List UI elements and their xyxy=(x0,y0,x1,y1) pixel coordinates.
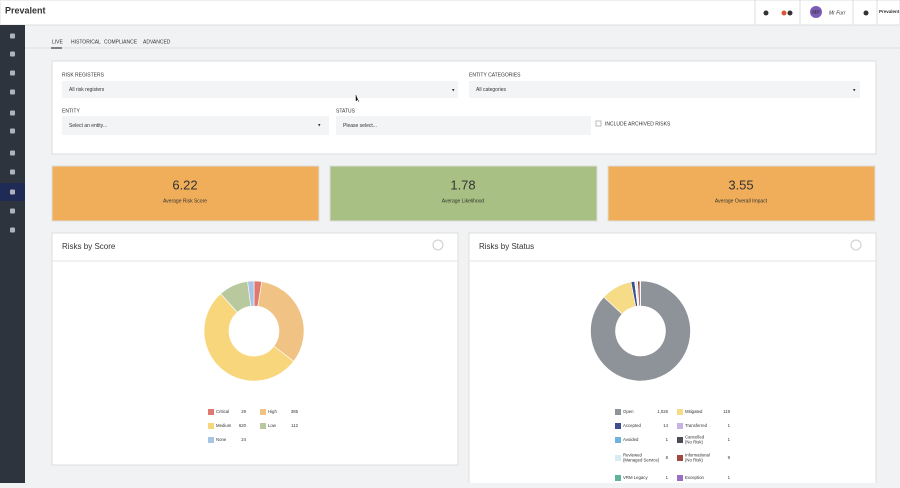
nav-icon[interactable] xyxy=(10,190,15,195)
filter-label: ENTITY CATEGORIES xyxy=(469,72,521,78)
legend-swatch xyxy=(208,437,214,443)
legend-swatch xyxy=(208,409,214,415)
gear-icon[interactable] xyxy=(864,11,869,16)
legend-swatch xyxy=(677,409,683,415)
select-value: All risk registers xyxy=(69,87,105,93)
legend-value: 620 xyxy=(239,423,247,428)
filter-label: RISK REGISTERS xyxy=(62,72,105,78)
legend-label: Medium xyxy=(216,423,232,428)
legend-label: Mitigated xyxy=(685,409,703,414)
legend-label: Transferred xyxy=(685,423,708,428)
archived-label: INCLUDE ARCHIVED RISKS xyxy=(605,121,671,127)
legend-label: Cancelled(No Risk) xyxy=(685,435,705,445)
tab[interactable]: HISTORICAL xyxy=(71,39,101,45)
legend-swatch xyxy=(208,423,214,429)
notification-badge[interactable] xyxy=(782,11,787,16)
avatar-initials: MP xyxy=(812,10,820,16)
legend-swatch xyxy=(677,423,683,429)
legend-label: Low xyxy=(268,423,277,428)
risk-registers-select[interactable] xyxy=(62,81,458,98)
tab[interactable]: COMPLIANCE xyxy=(104,39,138,45)
legend-swatch xyxy=(615,455,621,461)
nav-icon[interactable] xyxy=(10,52,15,57)
select-value: All categories xyxy=(476,87,507,93)
select-placeholder: Please select... xyxy=(343,123,377,129)
kpi-label: Average Likelihood xyxy=(442,198,485,204)
legend-swatch xyxy=(677,437,683,443)
kpi-card xyxy=(52,166,319,221)
legend-swatch xyxy=(677,455,683,461)
chart-title: Risks by Score xyxy=(62,242,116,251)
legend-label: Exception xyxy=(685,475,704,480)
export-button[interactable] xyxy=(851,240,861,250)
legend-label: High xyxy=(268,409,277,414)
chart-title: Risks by Status xyxy=(479,242,534,251)
legend-value: 29 xyxy=(241,409,246,414)
legend-value: 112 xyxy=(291,423,298,428)
legend-swatch xyxy=(677,475,683,481)
legend-swatch xyxy=(260,423,266,429)
chart-panel xyxy=(52,233,458,465)
legend-label: None xyxy=(216,437,227,442)
legend-swatch xyxy=(260,409,266,415)
filter-panel xyxy=(52,61,876,154)
kpi-card xyxy=(608,166,875,221)
legend-value: 1,026 xyxy=(657,409,668,414)
kpi-value: 6.22 xyxy=(172,177,197,192)
legend-value: 14 xyxy=(663,423,668,428)
legend-swatch xyxy=(615,437,621,443)
legend-swatch xyxy=(615,409,621,415)
legend-label: Open xyxy=(623,409,634,414)
entity-categories-select[interactable] xyxy=(469,81,860,98)
settings-icon[interactable] xyxy=(764,11,769,16)
legend-value: 119 xyxy=(723,409,730,414)
nav-icon[interactable] xyxy=(10,151,15,156)
legend-swatch xyxy=(615,423,621,429)
user-name[interactable]: Mr Furr xyxy=(829,10,846,16)
nav-icon[interactable] xyxy=(10,129,15,134)
legend-label: Avoided xyxy=(623,437,639,442)
export-button[interactable] xyxy=(433,240,443,250)
nav-icon[interactable] xyxy=(10,90,15,95)
nav-icon[interactable] xyxy=(10,111,15,116)
select-value: Select an entity... xyxy=(69,123,107,129)
kpi-label: Average Overall Impact xyxy=(715,198,768,204)
kpi-value: 1.78 xyxy=(450,177,475,192)
logo: Prevalent xyxy=(5,5,46,15)
nav-icon[interactable] xyxy=(10,209,15,214)
nav-icon[interactable] xyxy=(10,71,15,76)
filter-label: STATUS xyxy=(336,108,356,114)
nav-icon[interactable] xyxy=(10,170,15,175)
kpi-card xyxy=(330,166,597,221)
org-name: Prevalent xyxy=(879,9,900,14)
legend-value: 385 xyxy=(291,409,299,414)
legend-swatch xyxy=(615,475,621,481)
legend-value: 24 xyxy=(241,437,246,442)
bell-icon[interactable] xyxy=(788,11,793,16)
kpi-label: Average Risk Score xyxy=(163,198,207,204)
nav-icon[interactable] xyxy=(10,34,15,39)
legend-label: Accepted xyxy=(623,423,642,428)
tab[interactable]: ADVANCED xyxy=(143,39,171,45)
kpis: 6.22 Average Risk Score 1.78 Average Likeli… xyxy=(52,166,875,221)
filter-label: ENTITY xyxy=(62,108,80,114)
kpi-value: 3.55 xyxy=(728,177,753,192)
tab[interactable]: LIVE xyxy=(52,39,64,45)
legend-label: Critical xyxy=(216,409,229,414)
legend-label: VRM Legacy xyxy=(623,475,648,480)
nav-icon[interactable] xyxy=(10,228,15,233)
